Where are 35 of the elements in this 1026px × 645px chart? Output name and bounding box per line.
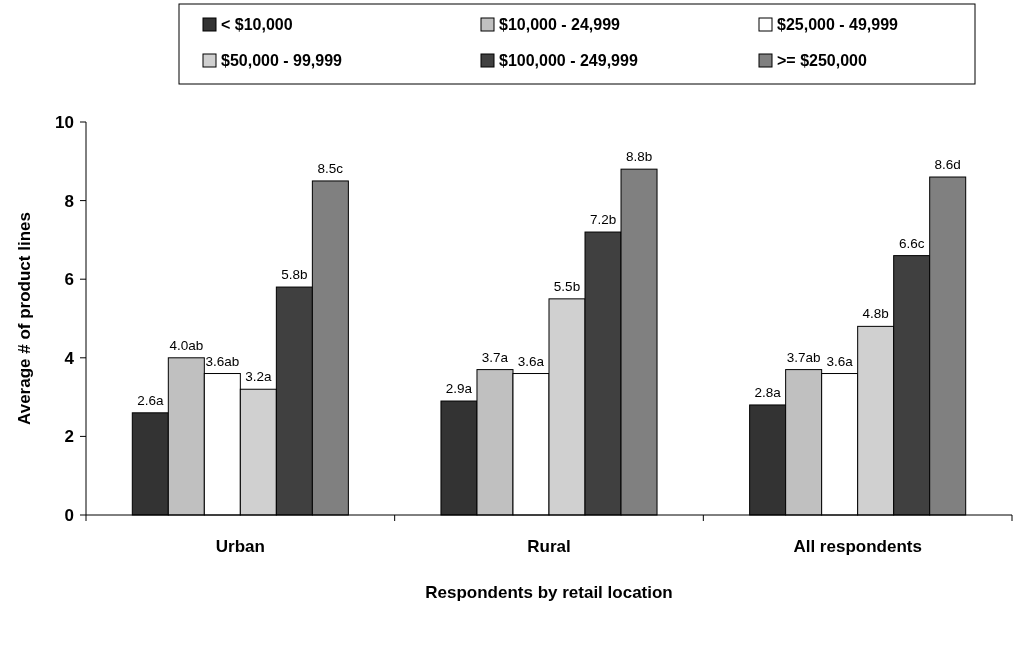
data-label: 3.7a	[481, 349, 509, 365]
legend-label: $100,000 - 249,999	[499, 52, 638, 69]
y-tick-label: 0	[64, 506, 74, 525]
data-label: 3.6ab	[205, 353, 240, 369]
y-tick-label: 6	[64, 270, 74, 290]
y-tick-label: 8	[64, 191, 74, 211]
data-label: 3.7ab	[786, 349, 821, 365]
x-tick-label: Urban	[215, 537, 265, 556]
data-label: 3.6a	[517, 353, 545, 369]
data-label: 2.9a	[445, 381, 473, 397]
data-label: 2.8a	[754, 384, 782, 400]
data-label: 3.2a	[245, 369, 272, 385]
y-tick-label: 4	[64, 348, 75, 368]
legend-label: < $10,000	[221, 16, 293, 33]
legend-label: $25,000 - 49,999	[777, 16, 899, 33]
data-label: 4.0ab	[169, 337, 204, 353]
data-label: 8.8b	[625, 149, 653, 165]
data-label: 6.6c	[898, 235, 925, 251]
x-axis-title: Respondents by retail location	[425, 583, 673, 602]
x-tick-label: Rural	[527, 537, 571, 556]
data-label: 4.8b	[862, 306, 889, 322]
legend-label: >= $250,000	[777, 52, 867, 69]
data-label: 5.8b	[281, 267, 308, 283]
data-label: 8.5c	[317, 160, 344, 176]
data-label: 5.5b	[553, 278, 581, 294]
y-tick-label: 10	[55, 113, 74, 132]
y-tick-label: 2	[64, 427, 74, 447]
legend-label: $10,000 - 24,999	[499, 16, 621, 33]
data-label: 3.6a	[826, 353, 854, 369]
data-label: 8.6d	[934, 157, 961, 173]
data-label: 2.6a	[137, 392, 164, 408]
data-label: 7.2b	[589, 212, 617, 228]
x-tick-label: All respondents	[793, 537, 922, 556]
y-axis-title: Average # of product lines	[15, 212, 34, 425]
legend-label: $50,000 - 99,999	[221, 52, 343, 69]
